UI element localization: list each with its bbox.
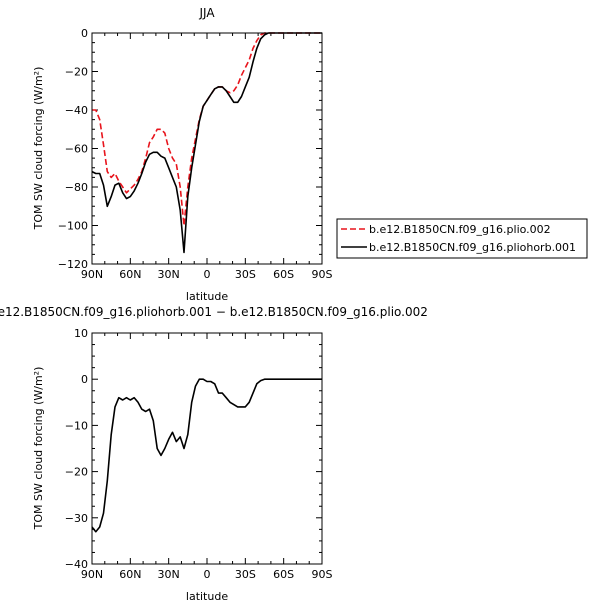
legend-box — [336, 218, 588, 259]
top-title: JJA — [198, 6, 215, 20]
bottom-panel: b.e12.B1850CN.f09_g16.pliohorb.001 − b.e… — [0, 305, 428, 603]
top-x-tick-labels: 90N 60N 30N 0 30S 60S 90S — [81, 268, 333, 281]
bot-ytick-label: −10 — [65, 419, 88, 432]
bot-ytick-label: 10 — [74, 327, 88, 340]
top-xtick-label: 30N — [158, 268, 180, 281]
legend-entry-pliohorb: b.e12.B1850CN.f09_g16.pliohorb.001 — [369, 241, 576, 254]
top-xtick-label: 90N — [81, 268, 103, 281]
top-series-line-1 — [91, 32, 322, 254]
top-xtick-label: 0 — [204, 268, 211, 281]
top-series-line-0 — [92, 32, 322, 227]
top-ytick-label: −20 — [65, 66, 88, 79]
bot-ytick-label: −40 — [65, 558, 88, 571]
bottom-series-group — [91, 378, 322, 533]
bot-xtick-label: 90N — [81, 568, 103, 581]
bot-xtick-label: 60N — [119, 568, 141, 581]
top-y-axis-label: TOM SW cloud forcing (W/m²) — [32, 67, 45, 231]
top-ticks — [91, 32, 323, 265]
legend: b.e12.B1850CN.f09_g16.plio.002 b.e12.B18… — [336, 218, 588, 259]
bottom-ticks — [91, 332, 323, 565]
top-ytick-label: −100 — [58, 220, 88, 233]
bot-series-line-0 — [91, 378, 322, 533]
bot-ytick-label: 0 — [81, 373, 88, 386]
top-panel: JJA 90N 60N 30N 0 30S 60S 90S −120 −100 −80 −60 −4… — [32, 6, 588, 303]
top-xtick-label: 60N — [119, 268, 141, 281]
top-xtick-label: 90S — [312, 268, 333, 281]
bottom-plot-frame — [91, 332, 323, 565]
bottom-title: b.e12.B1850CN.f09_g16.pliohorb.001 − b.e… — [0, 305, 428, 319]
bot-xtick-label: 30N — [158, 568, 180, 581]
top-xtick-label: 60S — [273, 268, 294, 281]
top-ytick-label: −40 — [65, 104, 88, 117]
top-xtick-label: 30S — [235, 268, 256, 281]
bot-ytick-label: −30 — [65, 512, 88, 525]
top-ytick-label: 0 — [81, 27, 88, 40]
top-ytick-label: −80 — [65, 181, 88, 194]
top-ytick-label: −120 — [58, 258, 88, 271]
top-x-axis-label: latitude — [186, 290, 228, 303]
bot-xtick-label: 90S — [312, 568, 333, 581]
bottom-y-tick-labels: −40 −30 −20 −10 0 10 — [65, 327, 88, 571]
bot-xtick-label: 30S — [235, 568, 256, 581]
top-plot-frame — [91, 32, 323, 265]
legend-entry-plio: b.e12.B1850CN.f09_g16.plio.002 — [369, 223, 551, 236]
top-series-group — [91, 32, 322, 254]
top-ytick-label: −60 — [65, 143, 88, 156]
bot-ytick-label: −20 — [65, 466, 88, 479]
top-y-tick-labels: −120 −100 −80 −60 −40 −20 0 — [58, 27, 88, 271]
bot-xtick-label: 60S — [273, 568, 294, 581]
bottom-y-axis-label: TOM SW cloud forcing (W/m²) — [32, 367, 45, 531]
bottom-x-tick-labels: 90N 60N 30N 0 30S 60S 90S — [81, 568, 333, 581]
bottom-x-axis-label: latitude — [186, 590, 228, 603]
bot-xtick-label: 0 — [204, 568, 211, 581]
